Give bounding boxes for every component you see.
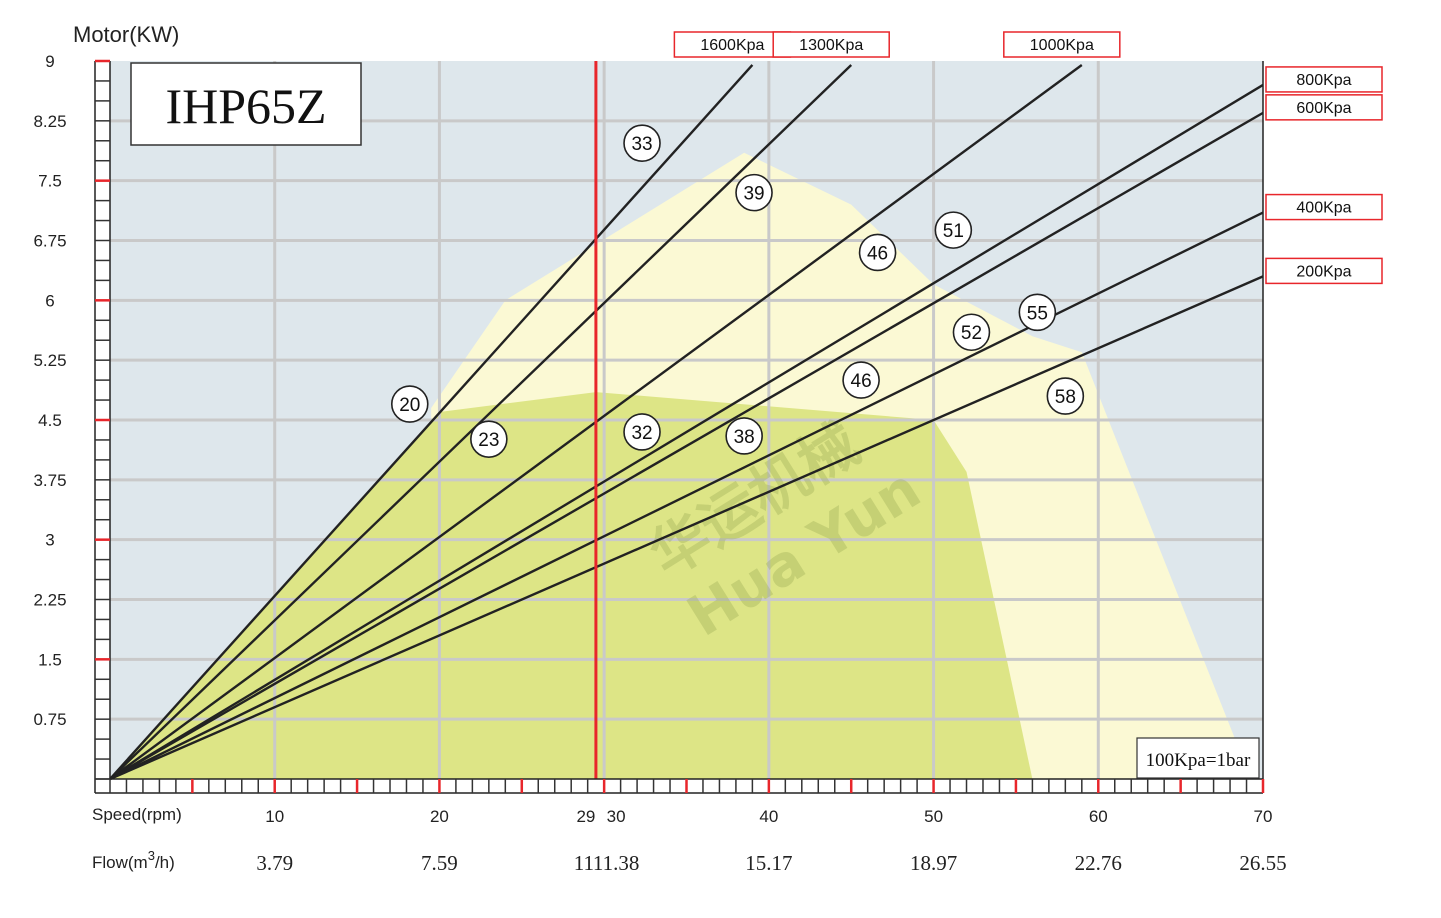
flow-tick-label: 7.59 bbox=[421, 851, 458, 875]
flow-tick-label: 18.97 bbox=[910, 851, 957, 875]
series-line-1600kpa bbox=[109, 64, 754, 780]
flow-axis-title: Flow(m3/h) bbox=[92, 848, 175, 872]
y-tick-label: 8.25 bbox=[33, 112, 66, 131]
efficiency-value: 33 bbox=[631, 134, 652, 155]
series-label-box bbox=[772, 31, 890, 58]
efficiency-value: 32 bbox=[631, 423, 652, 444]
x-tick-label: 60 bbox=[1089, 807, 1108, 826]
axis-ruler bbox=[94, 59, 1265, 794]
flow-tick-label: 15.17 bbox=[745, 851, 792, 875]
marker-flow-label: 11 bbox=[574, 851, 594, 875]
series-line-400kpa bbox=[109, 211, 1264, 781]
x-tick-label: 50 bbox=[924, 807, 943, 826]
x-tick-label: 20 bbox=[430, 807, 449, 826]
series-line-200kpa bbox=[109, 275, 1264, 781]
series-labels: 1600Kpa 1300Kpa 1000Kpa 800Kpa 600Kpa 400Kpa 2… bbox=[673, 31, 1383, 285]
efficiency-value: 58 bbox=[1055, 387, 1076, 408]
flow-title-sup: 3 bbox=[148, 848, 155, 863]
flow-tick-label: 22.76 bbox=[1075, 851, 1122, 875]
efficiency-value: 55 bbox=[1027, 303, 1048, 324]
model-label: IHP65Z bbox=[165, 78, 326, 134]
series-line-800kpa bbox=[109, 83, 1264, 781]
efficiency-value: 20 bbox=[399, 395, 420, 416]
efficiency-bubble bbox=[735, 173, 773, 212]
efficiency-bubbles: 33 39 46 51 52 55 20 23 32 38 46 58 bbox=[390, 124, 1085, 458]
y-tick-label: 9 bbox=[45, 52, 54, 71]
efficiency-value: 23 bbox=[478, 430, 499, 451]
series-label-box bbox=[1265, 257, 1383, 285]
efficiency-bubble bbox=[623, 413, 661, 451]
efficiency-bubble bbox=[1046, 377, 1085, 415]
y-tick-label: 3 bbox=[45, 531, 54, 550]
efficiency-value: 38 bbox=[734, 427, 755, 448]
series-label-text: 600Kpa bbox=[1296, 100, 1351, 117]
x-tick-labels: 10 3.79 20 7.59 30 11.38 40 15.17 50 18.97 60 22.76… bbox=[256, 807, 1286, 875]
efficiency-value: 46 bbox=[867, 243, 888, 264]
unit-note: 100Kpa=1bar bbox=[1146, 750, 1251, 771]
x-tick-label: 30 bbox=[607, 807, 626, 826]
series-line-1300kpa bbox=[109, 64, 853, 780]
marker-speed-label: 29 bbox=[576, 807, 595, 826]
y-tick-label: 2.25 bbox=[33, 591, 66, 610]
series-label-box bbox=[1265, 193, 1383, 221]
series-label-box bbox=[1265, 66, 1383, 93]
y-tick-label: 7.5 bbox=[38, 172, 62, 191]
efficiency-bubble bbox=[952, 313, 991, 352]
x-tick-label: 70 bbox=[1254, 807, 1273, 826]
model-box bbox=[130, 62, 362, 146]
flow-tick-label: 11.38 bbox=[593, 851, 639, 875]
efficiency-bubble bbox=[1018, 293, 1057, 332]
series-line-600kpa bbox=[109, 111, 1264, 781]
y-tick-label: 0.75 bbox=[33, 710, 66, 729]
x-tick-label: 40 bbox=[759, 807, 778, 826]
y-tick-label: 5.25 bbox=[33, 351, 66, 370]
efficiency-bubble bbox=[470, 420, 508, 458]
y-tick-label: 1.5 bbox=[38, 650, 62, 669]
y-tick-labels: 0.75 1.5 2.25 3 3.75 4.5 5.25 6 6.75 7.5 8.25 9 bbox=[33, 52, 66, 729]
efficiency-bubble bbox=[390, 385, 429, 423]
efficiency-value: 46 bbox=[851, 371, 872, 392]
operating-zones bbox=[110, 152, 1239, 779]
efficiency-bubble bbox=[934, 211, 973, 249]
y-axis-title: Motor(KW) bbox=[73, 22, 179, 47]
series-label-text: 200Kpa bbox=[1296, 263, 1351, 280]
series-label-box bbox=[1265, 94, 1383, 121]
efficiency-bubble bbox=[623, 124, 661, 162]
zone-inner bbox=[110, 392, 1033, 779]
series-label-text: 800Kpa bbox=[1296, 72, 1351, 89]
flow-tick-label: 3.79 bbox=[256, 851, 293, 875]
efficiency-value: 52 bbox=[961, 323, 982, 344]
y-tick-label: 3.75 bbox=[33, 471, 66, 490]
y-tick-label: 4.5 bbox=[38, 411, 62, 430]
efficiency-value: 39 bbox=[743, 184, 764, 205]
note-box bbox=[1136, 737, 1260, 779]
flow-tick-label: 26.55 bbox=[1239, 851, 1286, 875]
efficiency-bubble bbox=[858, 233, 897, 272]
series-label-box bbox=[1003, 31, 1121, 58]
flow-title-end: /h) bbox=[155, 853, 175, 872]
x-axis-title: Speed(rpm) bbox=[92, 805, 182, 824]
y-tick-label: 6 bbox=[45, 291, 54, 310]
y-tick-label: 6.75 bbox=[33, 232, 66, 251]
series-label-text: 1600Kpa bbox=[700, 37, 764, 54]
power-curves bbox=[109, 64, 1264, 781]
efficiency-bubble bbox=[842, 361, 880, 399]
series-label-text: 1300Kpa bbox=[799, 37, 863, 54]
series-label-text: 1000Kpa bbox=[1030, 37, 1094, 54]
efficiency-value: 51 bbox=[943, 221, 964, 242]
efficiency-bubble bbox=[725, 417, 763, 455]
x-tick-label: 10 bbox=[265, 807, 284, 826]
flow-title-main: Flow(m bbox=[92, 853, 148, 872]
series-label-text: 400Kpa bbox=[1296, 200, 1351, 217]
